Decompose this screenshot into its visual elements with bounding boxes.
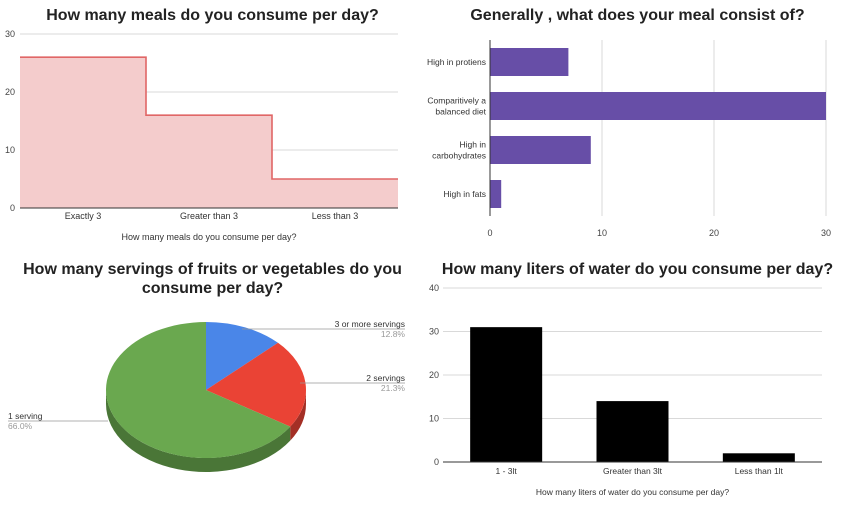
chart-meal-composition: Generally , what does your meal consist … <box>425 0 850 253</box>
chart-title: How many liters of water do you consume … <box>441 261 834 278</box>
x-tick-label: Less than 3 <box>312 211 359 221</box>
pie-slice <box>206 342 306 427</box>
water-bar-chart: 0 10 20 30 40 1 - 3lt Greater than 3lt Less tha… <box>429 283 822 497</box>
y-tick-label: High in fats <box>443 189 486 199</box>
bar <box>596 401 669 462</box>
y-tick-label: Comparitively a <box>427 96 486 106</box>
chart-title-line: consume per day? <box>141 280 284 297</box>
chart-fruit-veg-servings: How many servings of fruits or vegetable… <box>0 253 425 506</box>
chart-title: How many servings of fruits or vegetable… <box>0 260 425 298</box>
x-tick-label: 20 <box>709 228 719 238</box>
y-tick-label: High in <box>460 140 487 150</box>
x-tick-label: Greater than 3lt <box>603 466 663 476</box>
x-tick-label: 30 <box>821 228 831 238</box>
y-tick-label: 0 <box>10 203 15 213</box>
slice-percent: 12.8% <box>381 329 406 339</box>
y-tick-label: 40 <box>429 283 439 293</box>
y-tick-label: 30 <box>429 327 439 337</box>
y-tick-label: balanced diet <box>435 107 486 117</box>
area-step <box>20 57 146 209</box>
x-tick-label: Exactly 3 <box>65 211 102 221</box>
chart-meals-per-day: How many meals do you consume per day? 0… <box>0 0 425 253</box>
x-tick-label: Greater than 3 <box>180 211 238 221</box>
meal-composition-bar-chart: 0 10 20 30 High in protiens Comparitively aba… <box>427 40 831 238</box>
bar <box>490 136 591 164</box>
x-axis-label: How many liters of water do you consume … <box>536 487 730 497</box>
chart-water-per-day: How many liters of water do you consume … <box>425 253 850 506</box>
chart-title-line: How many servings of fruits or vegetable… <box>23 261 402 278</box>
chart-title: How many meals do you consume per day? <box>46 7 379 24</box>
slice-label: 2 servings <box>366 373 405 383</box>
bar <box>470 327 543 462</box>
slice-label: 1 serving <box>8 411 43 421</box>
bar <box>490 180 502 208</box>
y-tick-label: 20 <box>429 370 439 380</box>
y-tick-label: 30 <box>5 29 15 39</box>
area-line <box>20 56 398 180</box>
bar <box>722 453 795 462</box>
y-tick-label: 10 <box>429 414 439 424</box>
bar <box>490 92 826 120</box>
y-tick-label: carbohydrates <box>432 151 486 161</box>
slice-label: 3 or more servings <box>335 319 405 329</box>
chart-title: Generally , what does your meal consist … <box>470 7 805 24</box>
y-tick-label: High in protiens <box>427 57 486 67</box>
pie-slice <box>105 322 291 458</box>
slice-percent: 66.0% <box>8 421 33 431</box>
meals-area-chart: 0 10 20 30 Exactly 3 Greater than 3 Less than … <box>5 29 398 242</box>
y-tick-label: 10 <box>5 145 15 155</box>
x-axis-label: How many meals do you consume per day? <box>121 232 296 242</box>
y-tick-label: 20 <box>5 87 15 97</box>
y-tick-label: 0 <box>434 457 439 467</box>
x-tick-label: 1 - 3lt <box>496 466 518 476</box>
pie-slice <box>206 322 278 390</box>
bar <box>490 48 569 76</box>
area-step <box>146 115 272 208</box>
pie-slice-side <box>106 390 291 472</box>
x-tick-label: 0 <box>487 228 492 238</box>
area-step <box>272 179 398 208</box>
pie-slice-side <box>290 390 306 441</box>
x-tick-label: Less than 1lt <box>735 466 784 476</box>
slice-percent: 21.3% <box>381 383 406 393</box>
x-tick-label: 10 <box>597 228 607 238</box>
